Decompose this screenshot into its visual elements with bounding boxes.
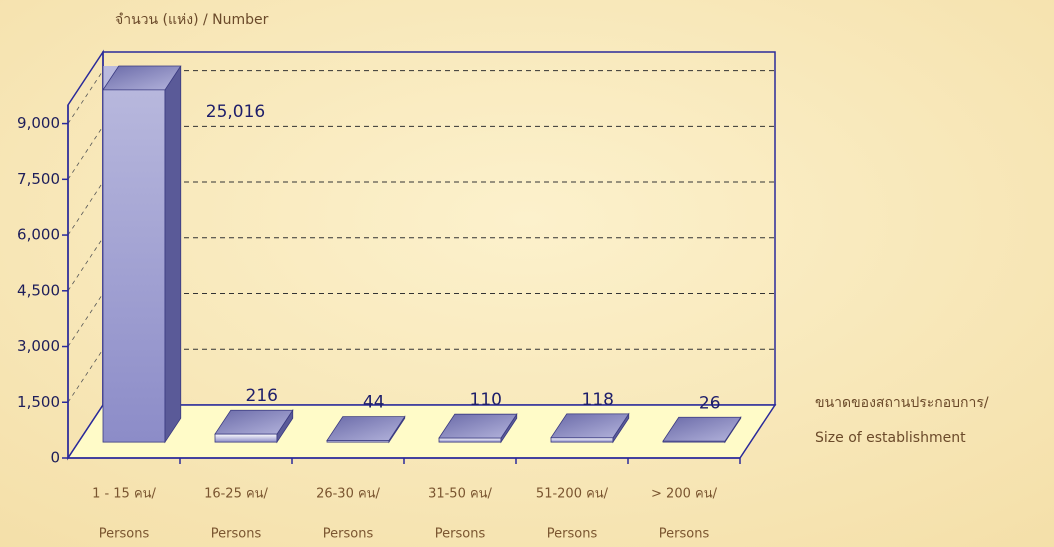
x-tick-label: Persons — [435, 527, 486, 542]
x-tick-label: > 200 คน/ — [651, 487, 718, 502]
x-tick-label: Persons — [323, 527, 374, 542]
value-label: 110 — [470, 390, 502, 410]
bar — [438, 437, 502, 443]
bar-side — [164, 66, 182, 444]
y-tick-label: 1,500 — [17, 393, 60, 411]
x-axis-label: ขนาดของสถานประกอบการ/ — [815, 395, 989, 411]
grid-line — [67, 70, 104, 124]
grid-line — [67, 126, 104, 180]
bars — [102, 66, 742, 444]
bar-top — [662, 416, 742, 442]
value-label: 216 — [246, 386, 278, 406]
grid-line — [67, 237, 104, 292]
x-tick-label: 51-200 คน/ — [536, 487, 609, 502]
x-tick-label: Persons — [211, 527, 262, 542]
bar — [550, 437, 614, 443]
x-tick-label: 1 - 15 คน/ — [92, 487, 156, 502]
grid-line — [67, 293, 104, 347]
y-tick-label: 4,500 — [17, 281, 60, 299]
bar-top — [326, 416, 406, 441]
x-tick-label: Persons — [659, 527, 710, 542]
y-tick-label: 3,000 — [17, 337, 60, 355]
x-tick-label: 26-30 คน/ — [316, 487, 380, 502]
x-tick-label: Persons — [99, 527, 150, 542]
value-label: 26 — [699, 393, 721, 413]
value-label: 25,016 — [206, 102, 265, 122]
x-tick-label: 16-25 คน/ — [204, 487, 268, 502]
bar — [102, 66, 166, 443]
bar — [214, 433, 278, 443]
bar-top — [550, 413, 630, 439]
bar-top — [438, 413, 518, 439]
y-tick-label: 7,500 — [17, 170, 60, 188]
bar-top — [102, 65, 182, 91]
y-tick-label: 9,000 — [17, 114, 60, 132]
value-label: 44 — [363, 393, 385, 413]
x-tick-label: 31-50 คน/ — [428, 487, 492, 502]
grid-line — [67, 349, 104, 403]
bar-top — [214, 409, 294, 435]
y-axis-label: จำนวน (แห่ง) / Number — [115, 12, 269, 28]
x-axis-label: Size of establishment — [815, 430, 966, 446]
value-label: 118 — [582, 390, 614, 410]
x-tick-label: Persons — [547, 527, 598, 542]
y-tick-label: 6,000 — [17, 226, 60, 244]
y-tick-label: 0 — [50, 449, 60, 467]
grid-line — [67, 181, 104, 236]
